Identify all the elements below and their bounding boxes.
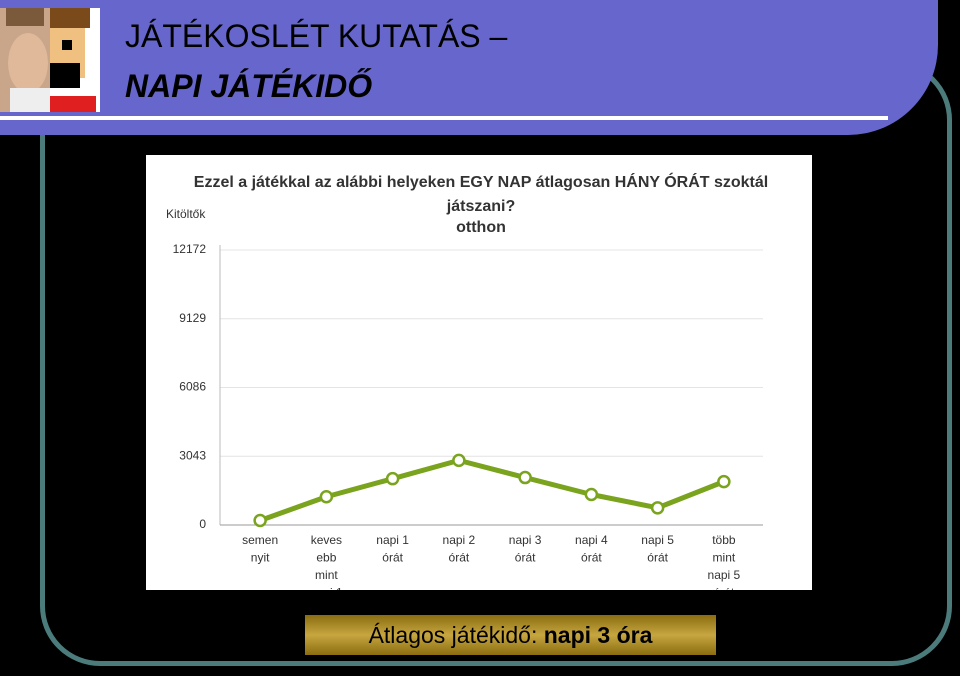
point bbox=[717, 474, 731, 489]
point bbox=[253, 513, 267, 528]
x-tick-label-line: órát bbox=[449, 551, 470, 565]
logo bbox=[0, 8, 100, 112]
header-rule bbox=[0, 116, 888, 120]
x-tick-label: napi 1 órát bbox=[376, 533, 409, 565]
x-tick-label-line: órát bbox=[647, 551, 668, 565]
x-tick-label: keves ebb mint napi 1 bbox=[310, 533, 343, 590]
summary-label: Átlagos játékidő: bbox=[368, 622, 538, 648]
x-tick-label-line: órát bbox=[515, 551, 536, 565]
point bbox=[452, 453, 466, 468]
x-tick-label-line: napi 4 bbox=[575, 533, 608, 547]
slide-subtitle-text: NAPI JÁTÉKIDŐ bbox=[125, 68, 373, 104]
x-tick-label-line: több bbox=[712, 533, 736, 547]
y-axis-label: Kitöltők bbox=[166, 207, 206, 221]
point bbox=[584, 487, 599, 502]
x-tick-label-line: ebb bbox=[316, 551, 336, 565]
header-band bbox=[0, 0, 938, 135]
x-tick-label: semen nyit bbox=[242, 533, 278, 565]
x-tick-label-line: napi 1 bbox=[310, 586, 343, 591]
slide-title: JÁTÉKOSLÉT KUTATÁS – bbox=[125, 18, 508, 54]
x-tick-label-line: keves bbox=[311, 533, 342, 547]
chart-title: Ezzel a játékkal az alábbi helyeken EGY … bbox=[193, 174, 769, 215]
x-tick-label-line: napi 3 bbox=[509, 533, 542, 547]
x-tick-label: napi 2 órát bbox=[443, 533, 476, 565]
x-tick-label: több mint napi 5 órát bbox=[708, 533, 741, 590]
x-tick-label-line: mint bbox=[315, 568, 338, 582]
point bbox=[319, 490, 334, 504]
y-tick-label: 0 bbox=[199, 517, 206, 531]
point bbox=[385, 471, 400, 486]
x-tick-label-line: órát bbox=[382, 551, 403, 565]
x-tick-label: napi 3 órát bbox=[509, 533, 542, 565]
x-tick-label-line: napi 1 bbox=[376, 533, 409, 547]
x-tick-label-line: napi 5 bbox=[708, 568, 741, 582]
point bbox=[518, 470, 532, 485]
chart-svg: 0 3043 6086 9129 12172 semen nyit keves ebb mint n… bbox=[173, 242, 763, 590]
x-tick-label: napi 5 órát bbox=[641, 533, 674, 565]
y-tick-label: 6086 bbox=[179, 380, 206, 394]
y-tick-label: 9129 bbox=[179, 311, 206, 325]
chart-subtitle: otthon bbox=[456, 219, 506, 236]
x-tick-label-line: órát bbox=[581, 551, 602, 565]
chart: 0 3043 6086 9129 12172 semen nyit keves ebb mint n… bbox=[146, 155, 812, 590]
x-tick-label-line: nyit bbox=[251, 551, 270, 565]
point bbox=[650, 501, 665, 515]
x-tick-label-line: semen bbox=[242, 533, 278, 547]
x-tick-label-line: napi 2 bbox=[443, 533, 476, 547]
x-tick-label-line: órát bbox=[714, 586, 735, 591]
x-tick-label-line: mint bbox=[713, 551, 736, 565]
summary-value: napi 3 óra bbox=[543, 622, 653, 648]
x-tick-label-line: napi 5 bbox=[641, 533, 674, 547]
slide-subtitle: NAPI JÁTÉKIDŐ bbox=[125, 68, 372, 105]
x-tick-label: napi 4 órát bbox=[575, 533, 608, 565]
y-tick-label: 3043 bbox=[179, 448, 206, 462]
y-tick-label: 12172 bbox=[173, 242, 207, 256]
summary-box: Átlagos játékidő: napi 3 óra bbox=[305, 615, 716, 655]
line bbox=[259, 457, 725, 523]
